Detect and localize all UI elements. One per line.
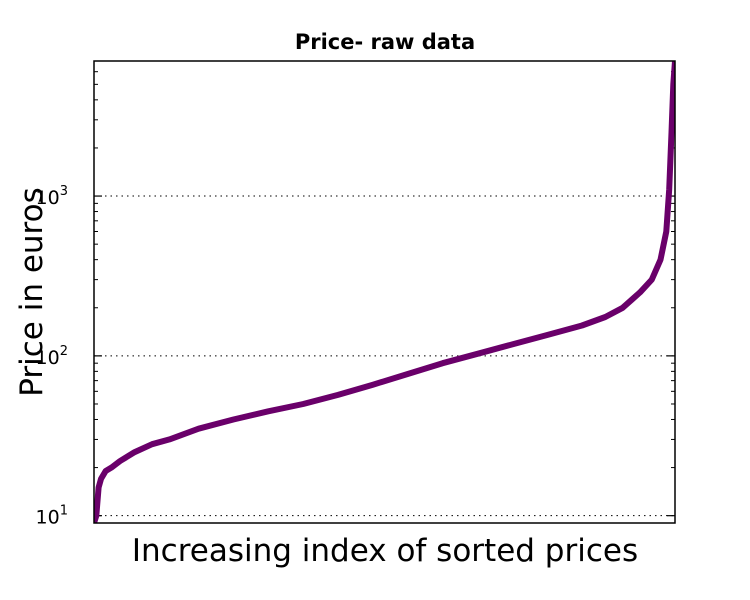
chart-title: Price- raw data [295,30,475,54]
plot-frame [93,60,676,524]
x-axis-title: Increasing index of sorted prices [132,533,638,569]
y-axis-title: Price in euros [14,187,50,397]
grid-layer [94,195,675,517]
series-line [94,61,675,523]
y-tick-label: 102 [36,344,68,369]
y-tick-label: 101 [36,504,68,529]
tick-layer: 101 102 103 [36,60,675,529]
y-tick-label: 103 [36,184,68,209]
series-layer [94,61,675,523]
